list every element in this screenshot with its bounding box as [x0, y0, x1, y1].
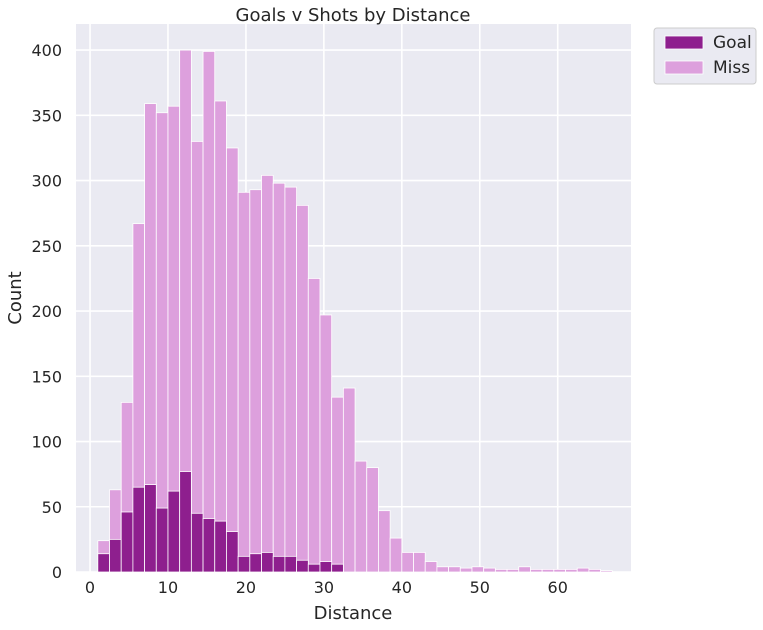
x-tick-label: 40 — [392, 578, 412, 597]
legend-swatch-miss — [664, 60, 704, 75]
y-tick-label: 50 — [42, 498, 62, 517]
bar-miss — [530, 568, 543, 573]
x-axis-label: Distance — [314, 603, 393, 624]
bar-miss — [237, 191, 251, 573]
x-tick-label: 30 — [314, 578, 334, 597]
bar-miss — [284, 186, 297, 573]
bar-miss — [424, 561, 438, 573]
bar-miss — [506, 568, 520, 573]
bar-goal — [272, 555, 286, 573]
y-tick-label: 0 — [52, 563, 62, 582]
bars-group — [97, 49, 613, 573]
bar-miss — [518, 566, 531, 573]
legend-label-miss: Miss — [713, 58, 750, 78]
x-tick-labels: 0 10 20 30 40 50 60 — [85, 578, 568, 597]
bar-miss — [483, 567, 496, 573]
legend: Goal Miss — [653, 27, 757, 85]
y-tick-label: 300 — [31, 172, 62, 191]
bar-goal — [155, 507, 169, 573]
bar-miss — [378, 510, 391, 573]
y-tick-label: 250 — [31, 237, 62, 256]
bar-miss — [307, 278, 321, 573]
bar-miss — [436, 566, 449, 573]
bar-miss — [249, 189, 262, 573]
y-tick-label: 400 — [31, 41, 62, 60]
bar-miss — [319, 314, 333, 573]
chart-title: Goals v Shots by Distance — [236, 5, 471, 26]
bar-miss — [389, 537, 403, 573]
bar-miss — [459, 567, 473, 573]
bar-goal — [190, 512, 204, 573]
x-tick-label: 50 — [470, 578, 490, 597]
bar-miss — [588, 568, 601, 573]
bar-goal — [109, 538, 122, 573]
y-axis-label: Count — [5, 271, 26, 324]
bar-goal — [284, 555, 297, 573]
bar-miss — [331, 396, 344, 573]
bar-miss — [190, 141, 204, 573]
bar-miss — [600, 570, 613, 573]
x-tick-label: 20 — [236, 578, 256, 597]
y-tick-label: 150 — [31, 367, 62, 386]
bar-miss — [565, 568, 578, 573]
bar-goal — [132, 486, 145, 573]
bar-miss — [413, 552, 426, 573]
bar-miss — [366, 467, 379, 573]
bar-miss — [202, 51, 216, 573]
bar-miss — [155, 112, 169, 573]
bar-goal — [214, 520, 227, 573]
bar-miss — [494, 568, 508, 573]
y-tick-label: 350 — [31, 106, 62, 125]
x-tick-label: 0 — [85, 578, 95, 597]
bar-miss — [214, 100, 227, 573]
bar-goal — [202, 518, 216, 573]
bar-goal — [144, 484, 157, 573]
bar-goal — [97, 553, 110, 573]
bar-goal — [331, 563, 344, 573]
bar-goal — [307, 563, 321, 573]
bar-goal — [226, 531, 239, 573]
bar-miss — [541, 568, 555, 573]
bar-miss — [354, 460, 368, 573]
x-tick-label: 60 — [548, 578, 568, 597]
bar-miss — [576, 567, 590, 573]
y-tick-labels: 0 50 100 150 200 250 300 350 400 — [31, 41, 62, 582]
bar-goal — [120, 511, 134, 573]
bar-miss — [471, 566, 485, 573]
bar-goal — [319, 561, 333, 573]
bar-miss — [448, 566, 461, 573]
bar-miss — [296, 204, 309, 573]
bar-goal — [167, 490, 181, 573]
bar-goal — [296, 559, 309, 573]
bar-goal — [249, 553, 262, 573]
bar-miss — [401, 552, 414, 573]
bar-miss — [261, 174, 274, 573]
y-tick-label: 200 — [31, 302, 62, 321]
bar-miss — [226, 147, 239, 573]
bar-goal — [179, 471, 192, 573]
bar-miss — [553, 568, 566, 573]
x-tick-label: 10 — [158, 578, 178, 597]
bar-miss — [272, 182, 286, 573]
legend-swatch-goal — [664, 35, 704, 50]
bar-goal — [237, 555, 251, 573]
bar-goal — [261, 552, 274, 573]
bar-miss — [342, 387, 356, 573]
y-tick-label: 100 — [31, 433, 62, 452]
legend-label-goal: Goal — [713, 33, 752, 53]
